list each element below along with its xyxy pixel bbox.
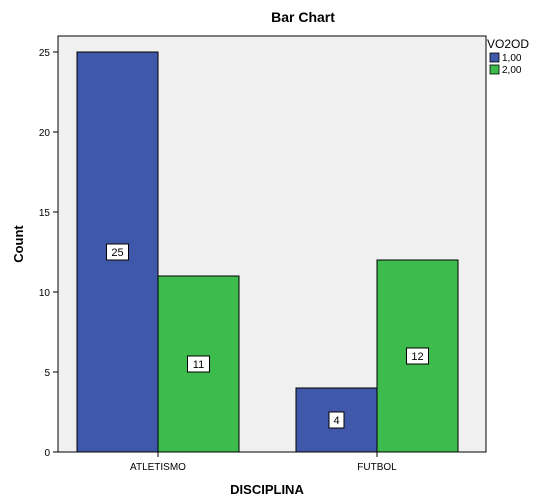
x-axis: ATLETISMO FUTBOL (130, 452, 397, 473)
y-tick-label: 10 (39, 288, 51, 299)
y-axis-title: Count (11, 225, 26, 263)
legend-label: 2,00 (502, 65, 522, 76)
y-tick-label: 15 (39, 208, 51, 219)
y-tick-label: 0 (44, 448, 50, 459)
bars-group: 25 11 4 12 (76, 51, 459, 453)
legend-label: 1,00 (502, 53, 522, 64)
data-label-box (187, 355, 210, 373)
data-label: 4 (333, 415, 339, 427)
y-tick-label: 5 (44, 368, 50, 379)
data-label-box (328, 411, 345, 429)
y-tick-label: 25 (39, 48, 51, 59)
y-tick-label: 20 (39, 128, 51, 139)
x-axis-title: DISCIPLINA (230, 482, 304, 497)
chart-title: Bar Chart (271, 9, 335, 25)
data-label: 11 (193, 359, 204, 371)
data-label-box (106, 243, 129, 261)
x-tick-label: FUTBOL (357, 462, 397, 473)
x-tick-label: ATLETISMO (130, 462, 186, 473)
plot-border (57, 35, 487, 453)
data-label-box (406, 347, 429, 365)
legend-title: VO2OD (487, 37, 529, 51)
data-label: 25 (111, 247, 123, 259)
legend: VO2OD 1,002,00 (487, 37, 529, 76)
legend-swatch (489, 64, 500, 75)
y-axis: 0 5 10 15 20 25 (39, 48, 58, 459)
legend-swatch (489, 52, 500, 63)
data-label: 12 (411, 351, 423, 363)
